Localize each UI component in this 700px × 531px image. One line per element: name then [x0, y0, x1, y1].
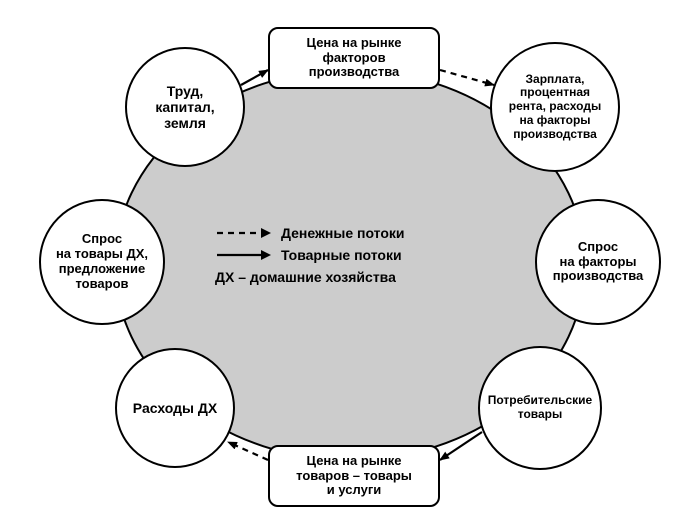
- diagram-stage: Труд,капитал,земля Зарплата,процентнаярен…: [0, 0, 700, 531]
- circle-node-labor: Труд,капитал,земля: [125, 47, 245, 167]
- rect-node-rect-bottom: Цена на рынкетоваров – товарыи услуги: [268, 445, 440, 507]
- circle-node-label: Труд,капитал,земля: [155, 83, 214, 131]
- circle-node-income: Зарплата,процентнаярента, расходына факт…: [490, 42, 620, 172]
- legend-label: Денежные потоки: [281, 225, 405, 241]
- circle-node-expend: Расходы ДХ: [115, 348, 235, 468]
- circle-node-label: Расходы ДХ: [133, 400, 217, 416]
- arrow-a2: [440, 70, 494, 85]
- circle-node-supply: Спросна товары ДХ,предложениетоваров: [39, 199, 165, 325]
- dashed-arrow-icon: [215, 226, 271, 240]
- circle-node-label: Потребительскиетовары: [488, 394, 592, 422]
- legend: Денежные потоки Товарные потоки ДХ – домаш…: [215, 225, 405, 285]
- circle-node-demand: Спросна факторыпроизводства: [535, 199, 661, 325]
- legend-label: ДХ – домашние хозяйства: [215, 269, 396, 285]
- circle-node-label: Спросна факторыпроизводства: [553, 240, 644, 285]
- circle-node-consumer: Потребительскиетовары: [478, 346, 602, 470]
- circle-node-label: Зарплата,процентнаярента, расходына факт…: [509, 73, 601, 142]
- legend-row: ДХ – домашние хозяйства: [215, 269, 405, 285]
- rect-node-rect-top: Цена на рынкефакторовпроизводства: [268, 27, 440, 89]
- solid-arrow-icon: [215, 248, 271, 262]
- rect-node-label: Цена на рынкефакторовпроизводства: [307, 36, 402, 81]
- legend-row: Денежные потоки: [215, 225, 405, 241]
- circle-node-label: Спросна товары ДХ,предложениетоваров: [56, 232, 148, 292]
- legend-label: Товарные потоки: [281, 247, 402, 263]
- rect-node-label: Цена на рынкетоваров – товарыи услуги: [296, 454, 412, 499]
- legend-row: Товарные потоки: [215, 247, 405, 263]
